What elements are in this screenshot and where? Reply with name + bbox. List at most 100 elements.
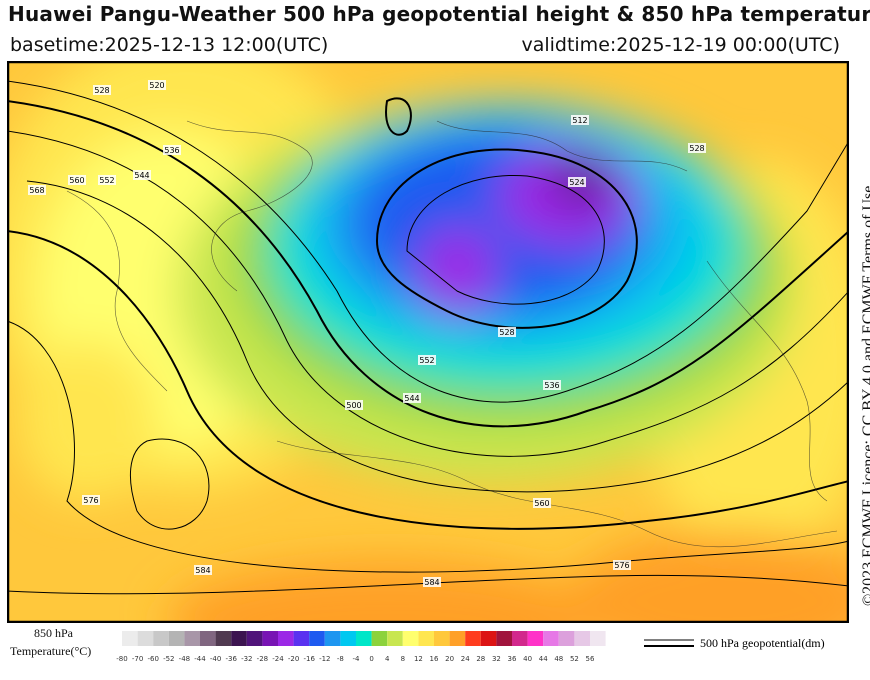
contour-label: 584: [194, 565, 212, 575]
contour-label-text: 544: [404, 394, 419, 403]
contour-label: 536: [163, 145, 181, 155]
contour-label: 528: [498, 327, 516, 337]
colorbar-label: 12: [414, 655, 423, 663]
contour-label-bg: [68, 175, 86, 185]
contour-label-text: 536: [164, 146, 179, 155]
colorbar-label: -16: [303, 655, 315, 663]
contour-label-bg: [148, 80, 166, 90]
colorbar-label: 24: [461, 655, 470, 663]
contour-label-text: 552: [99, 176, 114, 185]
colorbar-label: 48: [554, 655, 563, 663]
contour-label-text: 520: [149, 81, 164, 90]
contour-label-bg: [93, 85, 111, 95]
contour-label: 568: [28, 185, 46, 195]
contour-label-text: 528: [94, 86, 109, 95]
colorbar-swatch: [231, 631, 247, 646]
contour-label-text: 528: [499, 328, 514, 337]
colorbar-label: 0: [369, 655, 373, 663]
contour-label: 500: [345, 400, 363, 410]
contour-label-text: 544: [134, 171, 149, 180]
temperature-field: [9, 63, 847, 621]
colorbar-swatch: [324, 631, 341, 646]
contour-label-bg: [571, 115, 589, 125]
colorbar-label: -24: [272, 655, 284, 663]
licence: ©2023 ECMWF Licence: CC BY 4.0 and ECMWF…: [860, 185, 870, 606]
colorbar-label: -4: [353, 655, 361, 663]
contour-label-bg: [82, 495, 100, 505]
colorbar-swatch: [262, 631, 278, 646]
contour-label: 544: [133, 170, 151, 180]
contour-label: 528: [688, 143, 706, 153]
contour-label-bg: [345, 400, 363, 410]
colorbar-swatch: [309, 631, 325, 646]
colorbar-label: -12: [319, 655, 330, 663]
legend-title: 850 hPa: [34, 626, 73, 640]
colorbar-swatch: [200, 631, 216, 646]
contour-label: 520: [148, 80, 166, 90]
colorbar-swatch: [558, 631, 575, 646]
colorbar-label: 28: [476, 655, 485, 663]
contour-label: 584: [423, 577, 441, 587]
map-frame: [7, 61, 849, 623]
contour-label-bg: [163, 145, 181, 155]
colorbar-swatch: [215, 631, 232, 646]
contour-label-bg: [613, 560, 631, 570]
colorbar-label: 32: [492, 655, 501, 663]
legend: 500 hPa geopotential(dm) -80 -70 -60 -52 -48…: [116, 631, 825, 663]
colorbar-swatch: [449, 631, 466, 646]
contour-label-text: 584: [424, 578, 439, 587]
contour-label: 544: [403, 393, 421, 403]
colorbar-swatch: [496, 631, 512, 646]
colorbar-swatch: [153, 631, 169, 646]
colorbar-label: -20: [288, 655, 299, 663]
colorbar-swatch: [543, 631, 559, 646]
colorbar-label: -8: [337, 655, 344, 663]
contour-label-text: 528: [689, 144, 704, 153]
colorbar-label: 36: [508, 655, 517, 663]
colorbar-label: -52: [163, 655, 174, 663]
colorbar-swatch: [574, 631, 590, 646]
colorbar-swatch: [356, 631, 372, 646]
contour-label-text: 560: [534, 499, 549, 508]
contour-label: 512: [571, 115, 589, 125]
contour-label-bg: [533, 498, 551, 508]
colorbar-swatch: [402, 631, 419, 646]
colorbar-label: -44: [194, 655, 206, 663]
contour-label-text: 568: [29, 186, 44, 195]
contour-label-text: 576: [614, 561, 629, 570]
colorbar-label: -80: [116, 655, 127, 663]
contour-label-text: 536: [544, 381, 559, 390]
colorbar-label: -36: [225, 655, 237, 663]
contour-label-bg: [133, 170, 151, 180]
colorbar-swatch: [246, 631, 263, 646]
colorbar-label: -70: [132, 655, 143, 663]
colorbar-swatch: [293, 631, 310, 646]
colorbar-label: -48: [179, 655, 190, 663]
colorbar-swatch: [527, 631, 544, 646]
contour-legend: 500 hPa geopotential(dm): [700, 636, 825, 650]
colorbar-label: 52: [570, 655, 579, 663]
contour-label: 524: [568, 177, 586, 187]
contour-label-text: 500: [346, 401, 361, 410]
contour-label: 560: [533, 498, 551, 508]
contour-label: 536: [543, 380, 561, 390]
contour-label-text: 552: [419, 356, 434, 365]
colorbar-swatch: [434, 631, 450, 646]
title: Huawei Pangu-Weather 500 hPa geopotentia…: [8, 2, 870, 26]
contour-label: 528: [93, 85, 111, 95]
contour-label-text: 576: [83, 496, 98, 505]
contour-label-bg: [568, 177, 586, 187]
contour-label: 552: [98, 175, 116, 185]
colorbar-label: 4: [385, 655, 390, 663]
contour-label-bg: [543, 380, 561, 390]
contour-label-bg: [423, 577, 441, 587]
colorbar-swatch: [387, 631, 403, 646]
contour-label: 560: [68, 175, 86, 185]
colorbar-swatch: [512, 631, 528, 646]
contour-label-text: 560: [69, 176, 84, 185]
colorbar-label: 16: [430, 655, 439, 663]
colorbar-swatch: [168, 631, 185, 646]
colorbar-swatch: [371, 631, 388, 646]
colorbar-swatch: [122, 631, 138, 646]
basetime: basetime:2025-12-13 12:00(UTC): [10, 34, 329, 56]
